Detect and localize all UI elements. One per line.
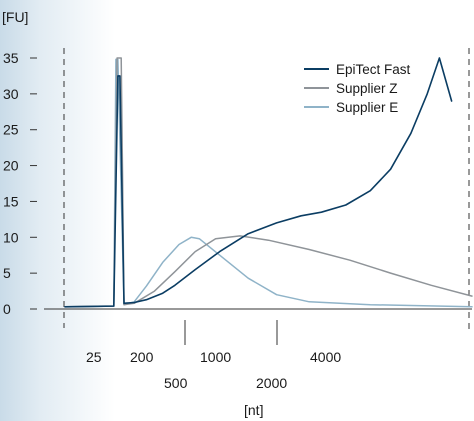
y-tick-label: 10 bbox=[3, 229, 19, 245]
y-tick-label: 25 bbox=[3, 122, 19, 138]
x-tick-label: 200 bbox=[130, 349, 154, 365]
y-tick-label: 20 bbox=[3, 158, 19, 174]
y-tick-label: 15 bbox=[3, 193, 19, 209]
x-tick-label: 4000 bbox=[310, 349, 341, 365]
legend-label: Supplier Z bbox=[336, 81, 398, 96]
background-panel bbox=[0, 0, 115, 421]
y-tick-label: 30 bbox=[3, 86, 19, 102]
legend-label: Supplier E bbox=[336, 100, 398, 115]
series-line-epitect-fast bbox=[64, 57, 453, 308]
series-line-supplier-e bbox=[64, 58, 473, 308]
x-tick-label: 2000 bbox=[256, 375, 287, 391]
x-tick-label: 500 bbox=[164, 375, 188, 391]
series-line-supplier-z bbox=[64, 57, 473, 308]
legend-label: EpiTect Fast bbox=[336, 62, 411, 77]
y-tick-label: 35 bbox=[3, 50, 19, 66]
y-unit-label: [FU] bbox=[2, 9, 28, 25]
x-unit-label: [nt] bbox=[244, 402, 263, 418]
x-tick-label: 25 bbox=[86, 349, 102, 365]
x-tick-label: 1000 bbox=[200, 349, 231, 365]
y-tick-label: 0 bbox=[3, 301, 11, 317]
y-tick-label: 5 bbox=[3, 265, 11, 281]
